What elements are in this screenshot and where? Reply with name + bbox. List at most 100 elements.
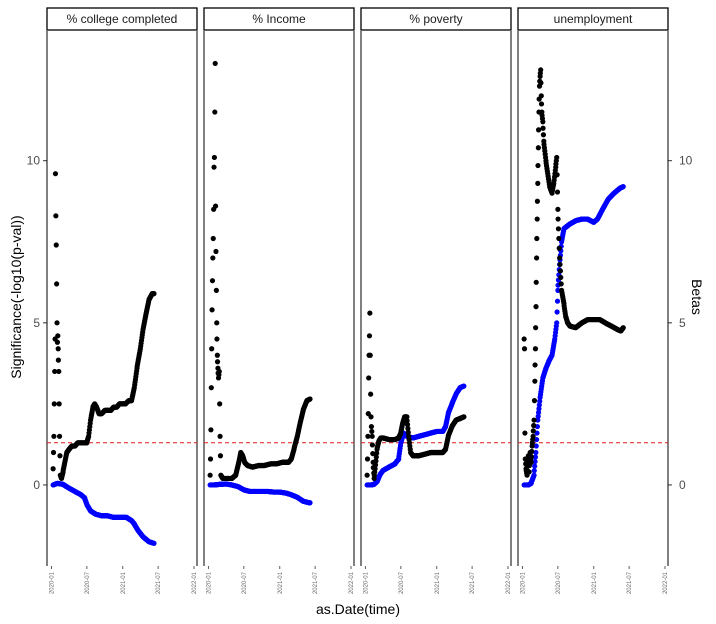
x-tick-label: 2020-01: [363, 571, 369, 594]
significance-point: [57, 453, 63, 459]
significance-point: [217, 401, 223, 407]
significance-point: [209, 307, 215, 313]
significance-point: [214, 336, 220, 342]
significance-series: [364, 310, 467, 482]
significance-point: [151, 291, 157, 297]
beta-point: [531, 468, 537, 474]
x-tick-label: 2022-01: [506, 571, 512, 594]
significance-point: [212, 60, 218, 67]
significance-point: [522, 430, 528, 436]
significance-point: [535, 127, 542, 133]
beta-point: [620, 184, 626, 190]
significance-point: [533, 304, 539, 310]
significance-point: [51, 433, 57, 439]
significance-point: [534, 255, 540, 261]
facet-strip: [360, 7, 512, 31]
facet-panel: % Income 2020-01 2020-07 2021-01 2021-07 2022…: [203, 7, 355, 594]
significance-point: [372, 466, 378, 472]
significance-point: [538, 67, 544, 73]
facet-strip-label: % college completed: [67, 12, 178, 26]
right-y-tick-label: 10: [679, 154, 693, 168]
x-tick-label: 2020-01: [520, 571, 526, 594]
x-tick-label: 2022-01: [192, 571, 198, 594]
x-tick-label: 2020-07: [399, 571, 405, 594]
significance-point: [405, 429, 411, 436]
right-y-tick-label: 0: [679, 478, 686, 492]
right-y-axis-title: Betas: [689, 279, 705, 315]
significance-point: [217, 453, 224, 459]
significance-point: [554, 189, 561, 195]
significance-series: [521, 67, 626, 478]
significance-point: [212, 203, 219, 209]
significance-point: [535, 162, 541, 169]
significance-point: [556, 245, 562, 251]
significance-point: [370, 450, 376, 457]
x-tick-label: 2021-01: [592, 571, 598, 594]
significance-point: [554, 154, 560, 161]
significance-point: [540, 132, 547, 138]
significance-point: [540, 119, 546, 125]
axes-layer: as.Date(time) Significance(-log10(p-val)…: [8, 215, 705, 617]
significance-point: [531, 422, 537, 429]
x-tick-label: 2022-01: [663, 571, 669, 594]
significance-point: [532, 362, 538, 368]
significance-point: [366, 333, 373, 339]
significance-point: [461, 414, 467, 420]
significance-point: [528, 459, 534, 465]
significance-point: [369, 428, 375, 435]
betas-series: [207, 481, 313, 506]
significance-point: [558, 281, 564, 287]
x-tick-label: 2021-01: [435, 571, 441, 594]
significance-point: [307, 396, 313, 402]
y-tick-label: 10: [27, 154, 41, 168]
left-y-axis: 0 5 10: [27, 154, 47, 492]
significance-point: [373, 458, 379, 464]
significance-point: [557, 268, 564, 274]
right-y-axis: 0 5 10: [668, 154, 693, 492]
x-axis: 2020-01 2020-07 2021-01 2021-07 2022-01: [520, 566, 669, 594]
beta-point: [535, 409, 542, 416]
significance-point: [521, 336, 527, 342]
facet-panel: unemployment 2020-01 2020-07 2021-01 2021-07…: [517, 7, 669, 594]
facet-strip-label: % poverty: [409, 12, 462, 26]
significance-point: [366, 375, 372, 381]
x-tick-label: 2020-01: [49, 571, 55, 594]
beta-point: [461, 383, 467, 389]
x-tick-label: 2021-01: [121, 571, 127, 594]
significance-point: [526, 469, 532, 475]
significance-point: [50, 449, 57, 456]
x-tick-label: 2021-01: [278, 571, 284, 594]
significance-point: [538, 93, 544, 99]
significance-point: [532, 378, 538, 384]
significance-point: [369, 442, 375, 448]
beta-point: [535, 417, 541, 423]
significance-point: [555, 226, 562, 232]
significance-point: [620, 325, 626, 331]
x-tick-label: 2021-07: [313, 571, 319, 594]
x-tick-label: 2021-07: [470, 571, 476, 594]
significance-point: [528, 454, 534, 460]
beta-point: [554, 309, 560, 315]
significance-point: [213, 248, 219, 255]
beta-point: [534, 436, 540, 443]
beta-point: [307, 500, 313, 506]
beta-point: [533, 443, 539, 449]
x-tick-label: 2022-01: [349, 571, 355, 594]
significance-point: [555, 206, 561, 212]
significance-point: [374, 450, 380, 456]
x-tick-label: 2020-07: [556, 571, 562, 594]
significance-point: [557, 261, 563, 268]
significance-point: [209, 346, 215, 352]
beta-point: [554, 320, 560, 326]
significance-point: [540, 125, 546, 131]
beta-point: [554, 298, 561, 304]
significance-point: [365, 433, 371, 439]
significance-point: [211, 164, 217, 170]
significance-point: [404, 418, 410, 424]
significance-point: [207, 456, 214, 462]
significance-point: [530, 433, 536, 439]
significance-point: [532, 346, 539, 352]
x-axis-title: as.Date(time): [316, 601, 400, 617]
facet-panel: % college completed 2020-01 2020-07 2021-01…: [46, 7, 198, 594]
significance-point: [217, 433, 223, 439]
